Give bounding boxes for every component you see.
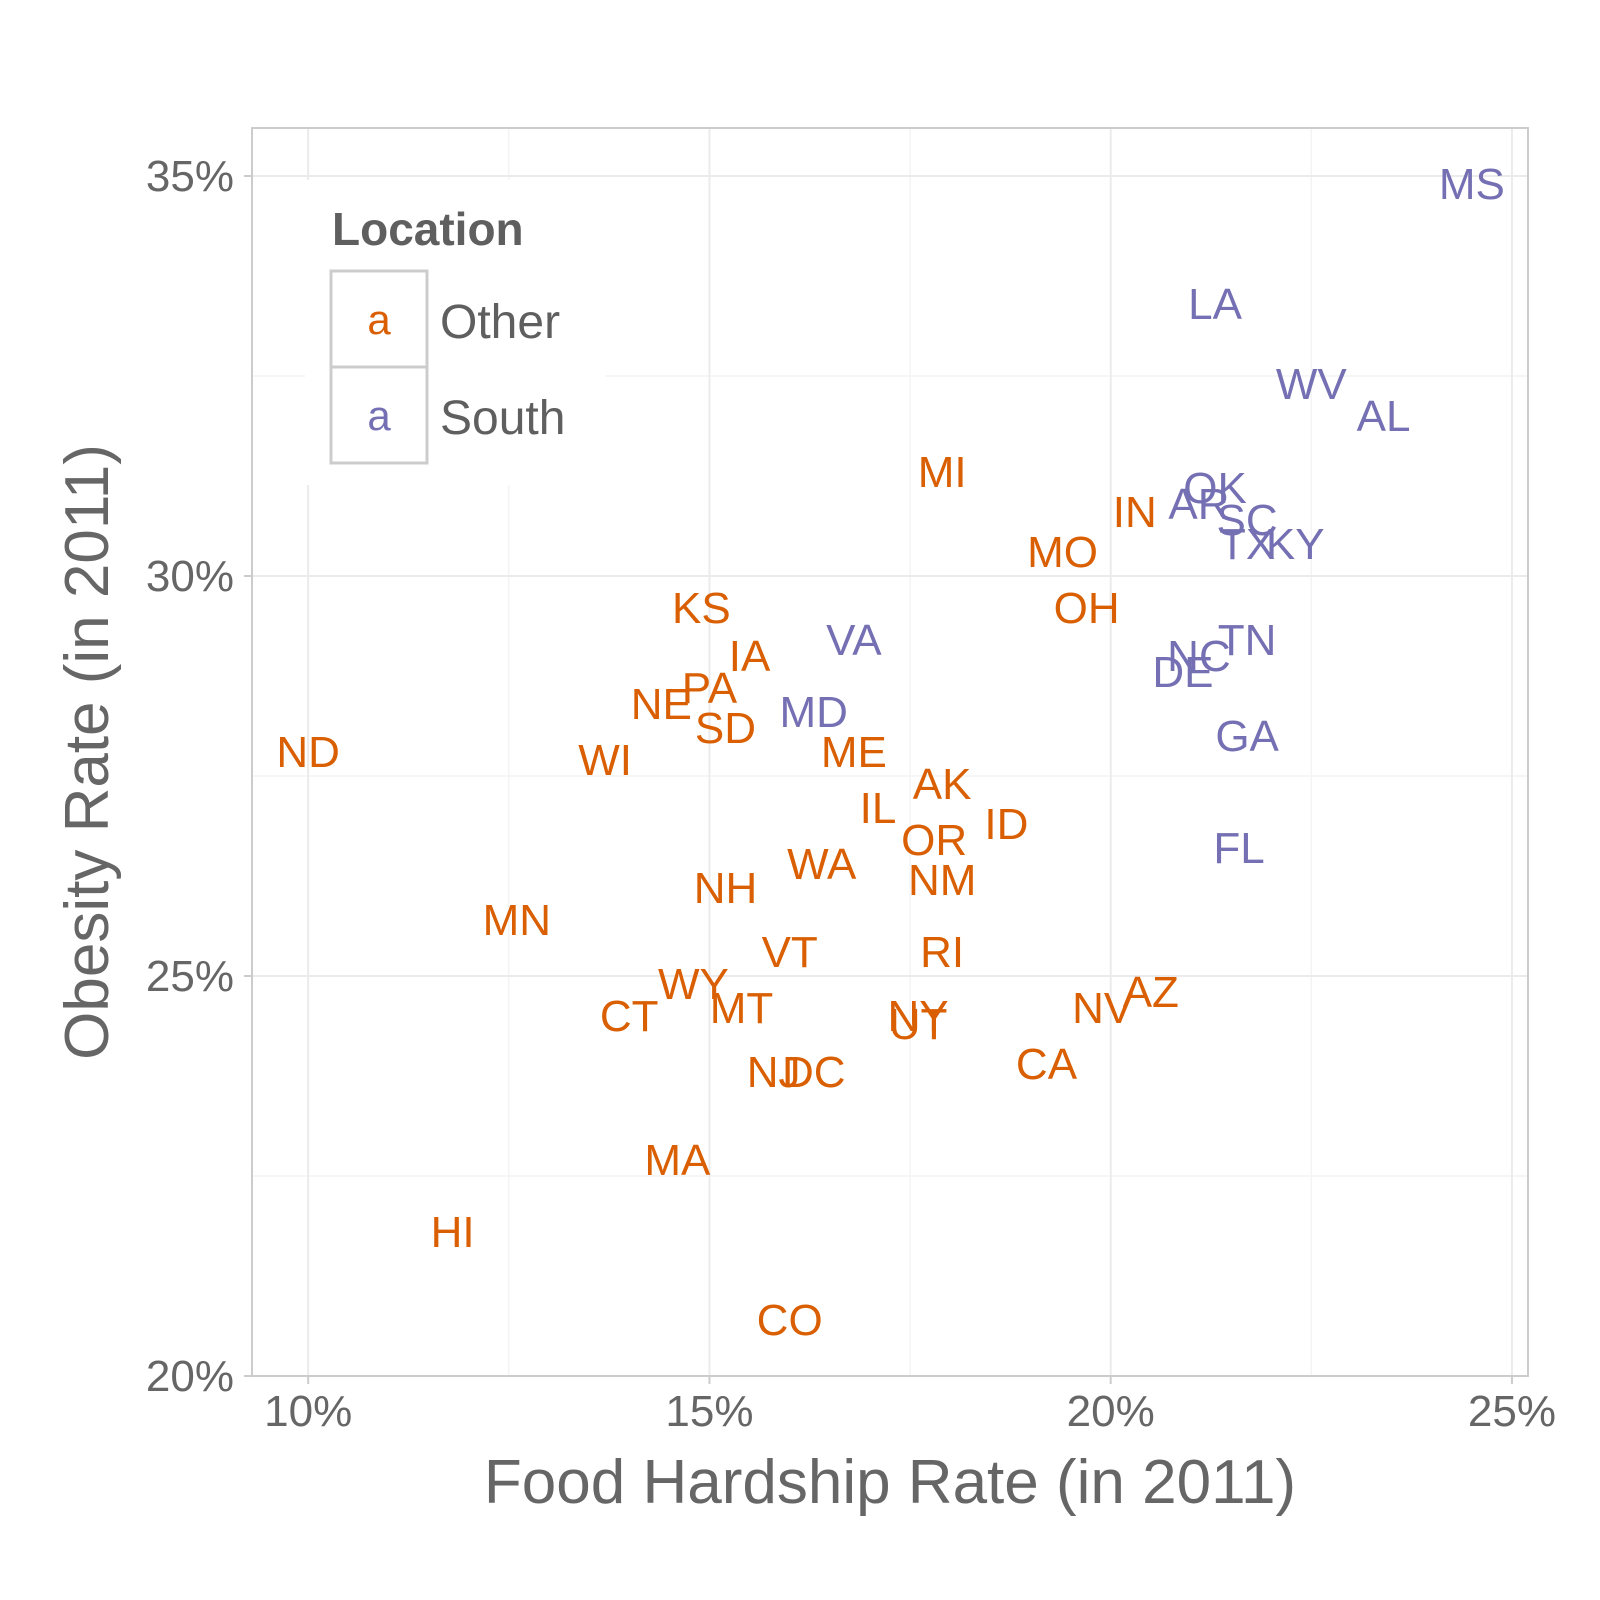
point-label-other-nm: NM bbox=[908, 856, 976, 905]
point-label-other-or: OR bbox=[901, 816, 967, 865]
point-label-other-ma: MA bbox=[644, 1136, 711, 1185]
point-label-south-wv: WV bbox=[1276, 360, 1348, 409]
point-label-south-de: DE bbox=[1152, 648, 1213, 697]
axis-ticks: 10% 15% 20% 25% 20% 25% 30% 35% bbox=[146, 152, 1556, 1436]
point-label-other-vt: VT bbox=[762, 928, 818, 977]
point-label-other-pa: PA bbox=[682, 664, 738, 713]
x-tick-label: 20% bbox=[1067, 1387, 1155, 1436]
point-label-other-ut: UT bbox=[889, 1000, 948, 1049]
point-label-other-mt: MT bbox=[710, 984, 774, 1033]
point-label-other-hi: HI bbox=[431, 1208, 475, 1257]
point-label-other-wa: WA bbox=[787, 840, 857, 889]
point-label-other-ny: NY bbox=[888, 992, 949, 1041]
point-label-other-sd: SD bbox=[695, 704, 756, 753]
point-label-south-tn: TN bbox=[1218, 616, 1277, 665]
x-tick-label: 15% bbox=[665, 1387, 753, 1436]
point-label-other-dc: DC bbox=[782, 1048, 846, 1097]
point-label-other-co: CO bbox=[757, 1296, 823, 1345]
point-label-other-il: IL bbox=[860, 784, 897, 833]
point-label-other-me: ME bbox=[821, 728, 887, 777]
legend-key-south: a bbox=[367, 392, 391, 439]
point-label-south-fl: FL bbox=[1213, 824, 1264, 873]
x-tick-label: 25% bbox=[1468, 1387, 1556, 1436]
x-axis-title: Food Hardship Rate (in 2011) bbox=[484, 1448, 1296, 1517]
point-label-south-la: LA bbox=[1188, 280, 1242, 329]
point-label-other-in: IN bbox=[1113, 488, 1157, 537]
point-label-other-ca: CA bbox=[1016, 1040, 1078, 1089]
point-label-other-mn: MN bbox=[483, 896, 551, 945]
point-label-other-ne: NE bbox=[631, 680, 692, 729]
point-label-other-ks: KS bbox=[672, 584, 731, 633]
legend-key-other-box bbox=[329, 269, 429, 369]
point-label-south-al: AL bbox=[1357, 392, 1411, 441]
point-label-south-tx: TX bbox=[1219, 520, 1275, 569]
point-label-other-ct: CT bbox=[600, 992, 659, 1041]
point-label-other-nv: NV bbox=[1072, 984, 1134, 1033]
point-label-other-id: ID bbox=[984, 800, 1028, 849]
point-label-south-ga: GA bbox=[1215, 712, 1279, 761]
point-label-other-mo: MO bbox=[1027, 528, 1098, 577]
point-label-south-ok: OK bbox=[1183, 464, 1247, 513]
legend-label-other: Other bbox=[440, 296, 560, 349]
legend-title: Location bbox=[332, 203, 524, 255]
point-label-south-md: MD bbox=[780, 688, 848, 737]
legend-label-south: South bbox=[440, 392, 565, 445]
x-tick-label: 10% bbox=[264, 1387, 352, 1436]
point-label-other-nh: NH bbox=[694, 864, 758, 913]
point-label-other-ak: AK bbox=[913, 760, 972, 809]
y-tick-label: 30% bbox=[146, 552, 234, 601]
point-label-other-wy: WY bbox=[658, 960, 729, 1009]
point-label-south-ar: AR bbox=[1168, 480, 1229, 529]
y-axis-title: Obesity Rate (in 2011) bbox=[53, 444, 122, 1060]
point-label-other-nd: ND bbox=[276, 728, 340, 777]
point-label-south-ky: KY bbox=[1266, 520, 1325, 569]
legend-key-south-box bbox=[329, 365, 429, 465]
point-label-other-wi: WI bbox=[578, 736, 632, 785]
legend: Location a Other a South bbox=[305, 180, 605, 485]
legend-key-other: a bbox=[367, 296, 391, 343]
point-label-other-oh: OH bbox=[1054, 584, 1120, 633]
point-label-south-va: VA bbox=[826, 616, 882, 665]
point-label-other-az: AZ bbox=[1123, 968, 1179, 1017]
y-tick-label: 20% bbox=[146, 1352, 234, 1401]
point-label-south-sc: SC bbox=[1217, 496, 1278, 545]
y-tick-label: 25% bbox=[146, 952, 234, 1001]
point-label-other-ia: IA bbox=[729, 632, 771, 681]
panel-border bbox=[251, 127, 1529, 1377]
point-label-south-nc: NC bbox=[1167, 632, 1231, 681]
y-tick-label: 35% bbox=[146, 152, 234, 201]
point-label-other-nj: NJ bbox=[747, 1048, 801, 1097]
point-label-other-mi: MI bbox=[918, 448, 967, 497]
point-label-south-ms: MS bbox=[1439, 160, 1505, 209]
point-label-other-ri: RI bbox=[920, 928, 964, 977]
